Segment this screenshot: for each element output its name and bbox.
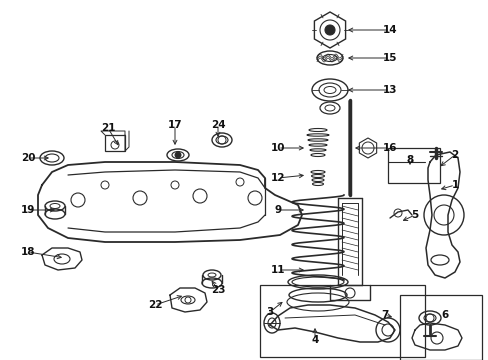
Bar bbox=[399, 295, 481, 360]
Text: 18: 18 bbox=[20, 247, 35, 257]
Text: 10: 10 bbox=[270, 143, 285, 153]
Text: 14: 14 bbox=[382, 25, 397, 35]
Text: 7: 7 bbox=[381, 310, 388, 320]
Text: 16: 16 bbox=[382, 143, 396, 153]
Text: 17: 17 bbox=[167, 120, 182, 130]
Text: 23: 23 bbox=[210, 285, 225, 295]
Text: 13: 13 bbox=[382, 85, 396, 95]
Text: 24: 24 bbox=[210, 120, 225, 130]
Text: 5: 5 bbox=[410, 210, 418, 220]
Text: 4: 4 bbox=[311, 335, 318, 345]
Bar bbox=[387, 148, 439, 183]
Text: 6: 6 bbox=[441, 310, 447, 320]
Text: 8: 8 bbox=[406, 155, 413, 165]
Text: 20: 20 bbox=[20, 153, 35, 163]
Text: 12: 12 bbox=[270, 173, 285, 183]
Text: 22: 22 bbox=[147, 300, 162, 310]
Circle shape bbox=[175, 152, 181, 158]
Text: 3: 3 bbox=[266, 307, 273, 317]
Circle shape bbox=[325, 25, 334, 35]
Bar bbox=[260, 285, 424, 357]
Text: 11: 11 bbox=[270, 265, 285, 275]
Text: 2: 2 bbox=[450, 150, 458, 160]
Text: 19: 19 bbox=[21, 205, 35, 215]
Bar bbox=[105, 135, 125, 151]
Text: 1: 1 bbox=[450, 180, 458, 190]
Text: 15: 15 bbox=[382, 53, 396, 63]
Text: 21: 21 bbox=[101, 123, 115, 133]
Text: 9: 9 bbox=[274, 205, 281, 215]
